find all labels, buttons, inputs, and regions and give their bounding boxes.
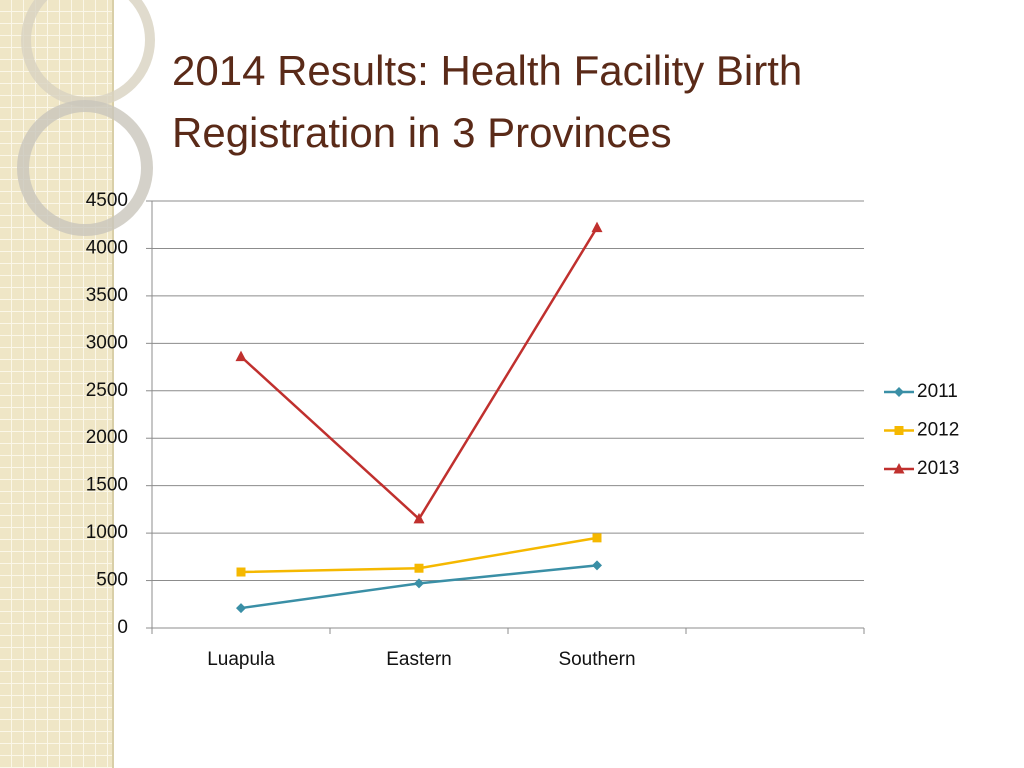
data-point [235,350,247,362]
y-tick-label: 4500 [86,190,128,211]
legend-marker [894,426,904,435]
y-tick-label: 1500 [86,475,128,496]
data-point [592,560,602,571]
data-point [591,221,603,233]
x-tick-label: Southern [558,649,635,670]
y-tick-label: 1000 [86,522,128,543]
side-panel [0,0,113,768]
x-tick-label: Eastern [386,649,451,670]
x-tick-label: Luapula [207,649,275,670]
legend-label: 2012 [917,420,959,441]
data-point [414,563,424,573]
y-tick-label: 2000 [86,427,128,448]
legend-marker [893,463,905,474]
y-tick-label: 4000 [86,237,128,258]
data-point [236,603,246,614]
chart-title: 2014 Results: Health Facility Birth Regi… [172,47,803,156]
y-tick-label: 2500 [86,380,128,401]
legend-marker [894,387,904,397]
data-point [413,512,425,524]
y-tick-label: 3500 [86,285,128,306]
legend-label: 2013 [917,458,959,479]
decor-circle [17,100,153,236]
y-tick-label: 500 [96,570,128,591]
data-point [592,533,602,543]
data-point [414,578,424,589]
data-point [236,567,246,577]
legend-label: 2011 [917,381,958,402]
y-tick-label: 0 [117,617,128,638]
series-line [240,226,599,521]
y-tick-label: 3000 [86,332,128,353]
